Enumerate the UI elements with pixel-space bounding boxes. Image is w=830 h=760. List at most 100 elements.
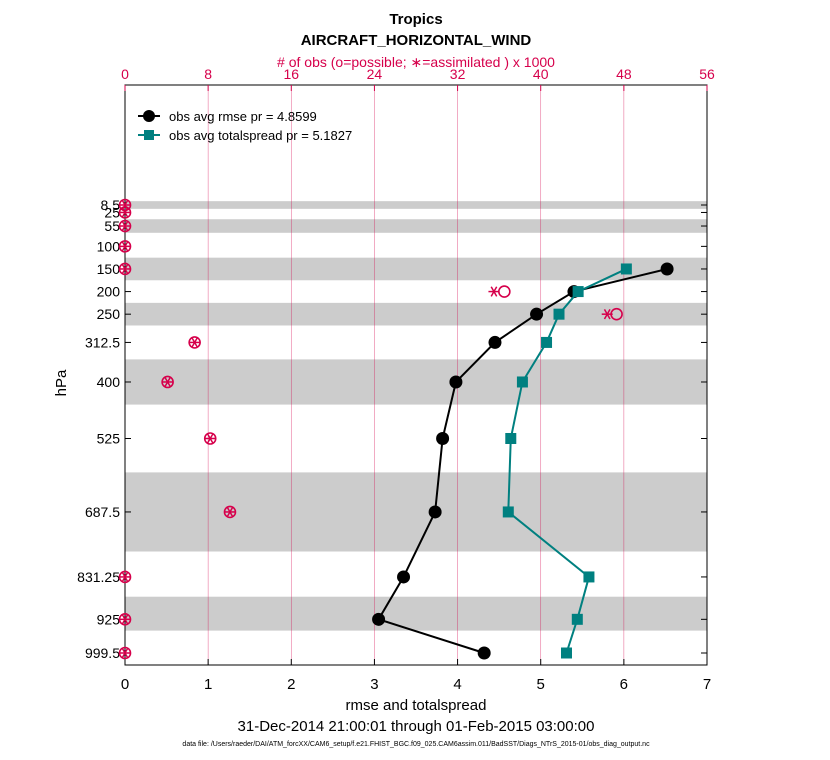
rmse-point — [449, 375, 463, 389]
rmse-point — [660, 262, 674, 276]
series-line-rmse — [377, 267, 668, 654]
obs-assimilated-marker — [119, 263, 131, 275]
asterisk-stroke — [121, 571, 129, 583]
x-tick-label: 4 — [453, 676, 461, 693]
asterisk-stroke — [164, 376, 172, 388]
y-tick-label: 925 — [97, 611, 121, 627]
obs-assimilated-marker — [119, 614, 131, 625]
shaded-band — [125, 302, 707, 326]
y-tick-label: 150 — [97, 261, 121, 277]
shaded-band — [125, 359, 707, 405]
y-tick-label: 831.25 — [77, 569, 120, 585]
y-tick-label: 200 — [97, 284, 121, 300]
legend-spread-label: obs avg totalspread pr = 5.1827 — [169, 128, 352, 143]
top-x-tick-label: 40 — [533, 66, 549, 82]
asterisk-stroke — [121, 647, 129, 659]
spread-point — [620, 263, 632, 275]
rmse-point — [477, 646, 491, 660]
y-tick-label: 999.5 — [85, 645, 120, 661]
y-tick-label: 525 — [97, 430, 121, 446]
asterisk-stroke — [603, 309, 611, 320]
x-tick-label: 1 — [204, 676, 212, 693]
asterisk-stroke — [191, 337, 199, 348]
spread-point — [553, 308, 565, 320]
obs-assimilated-marker — [119, 220, 131, 232]
asterisk-stroke — [490, 286, 498, 297]
chart-title: Tropics — [389, 11, 442, 28]
obs-assimilated-marker — [119, 207, 131, 218]
spread-point — [571, 613, 583, 625]
asterisk-stroke — [121, 241, 129, 252]
legend-spread-marker — [144, 130, 154, 140]
shaded-bands — [125, 201, 707, 631]
asterisk-stroke — [206, 433, 214, 444]
y-tick-label: 250 — [97, 306, 121, 322]
x-tick-label: 5 — [537, 676, 545, 693]
top-x-tick-label: 56 — [699, 66, 715, 82]
shaded-band — [125, 472, 707, 552]
spread-point — [541, 336, 553, 348]
obs-assimilated-marker — [162, 376, 174, 388]
obs-assimilated-marker — [601, 309, 613, 320]
shaded-band — [125, 596, 707, 631]
rmse-point — [428, 505, 442, 519]
asterisk-stroke — [121, 207, 129, 218]
obs-assimilated-marker — [204, 433, 216, 444]
rmse-point — [530, 307, 544, 321]
x-tick-label: 6 — [620, 676, 628, 693]
asterisk-stroke — [121, 614, 129, 625]
y-tick-label: 100 — [97, 238, 121, 254]
asterisk-stroke — [121, 263, 129, 275]
x-tick-label: 3 — [370, 676, 378, 693]
top-x-tick-label: 48 — [616, 66, 632, 82]
legend-rmse-marker — [143, 110, 155, 122]
shaded-band — [125, 257, 707, 281]
asterisk-stroke — [226, 506, 234, 518]
spread-point — [516, 376, 528, 388]
series-line-spread — [507, 268, 627, 654]
x-tick-label: 2 — [287, 676, 295, 693]
y-tick-label: 312.5 — [85, 334, 120, 350]
asterisk-stroke — [121, 220, 129, 232]
rmse-point — [372, 612, 386, 626]
series-layer — [372, 262, 674, 660]
obs-assimilated-marker — [119, 647, 131, 659]
top-axis-gridlines — [124, 85, 708, 665]
spread-point — [502, 506, 514, 518]
rmse-point — [436, 431, 450, 445]
obs-assimilated-marker — [488, 286, 500, 297]
x-tick-label: 0 — [121, 676, 129, 693]
obs-possible-marker — [498, 285, 511, 298]
top-x-tick-label: 32 — [450, 66, 466, 82]
obs-count-layer — [118, 198, 623, 660]
data-file-footnote: data file: /Users/raeder/DAI/ATM_forcXX/… — [182, 741, 650, 748]
plot-frame — [124, 84, 708, 666]
spread-point — [560, 647, 572, 659]
chart-subtitle: AIRCRAFT_HORIZONTAL_WIND — [301, 32, 532, 49]
top-x-tick-label: 24 — [367, 66, 383, 82]
y-tick-label: 55 — [104, 218, 120, 234]
obs-assimilated-marker — [189, 337, 201, 348]
y-tick-label: 687.5 — [85, 504, 120, 520]
top-x-tick-label: 0 — [121, 66, 129, 82]
rmse-point — [488, 335, 502, 349]
date-range: 31-Dec-2014 21:00:01 through 01-Feb-2015… — [238, 718, 595, 735]
y-tick-label: 8.5 — [101, 197, 121, 213]
top-x-tick-label: 8 — [204, 66, 212, 82]
obs-assimilated-marker — [224, 506, 236, 518]
obs-assimilated-marker — [119, 241, 131, 252]
x-tick-label: 7 — [703, 676, 711, 693]
legend-rmse-label: obs avg rmse pr = 4.8599 — [169, 109, 317, 124]
rmse-point — [397, 570, 411, 584]
legend: obs avg rmse pr = 4.8599 obs avg totalsp… — [138, 109, 352, 143]
top-x-tick-label: 16 — [283, 66, 299, 82]
shaded-band — [125, 201, 707, 209]
y-tick-label: 400 — [97, 374, 121, 390]
spread-point — [505, 432, 517, 444]
spread-point — [572, 286, 584, 298]
obs-assimilated-marker — [119, 571, 131, 583]
shaded-band — [125, 219, 707, 233]
spread-point — [583, 571, 595, 583]
y-axis-label: hPa — [53, 369, 70, 396]
